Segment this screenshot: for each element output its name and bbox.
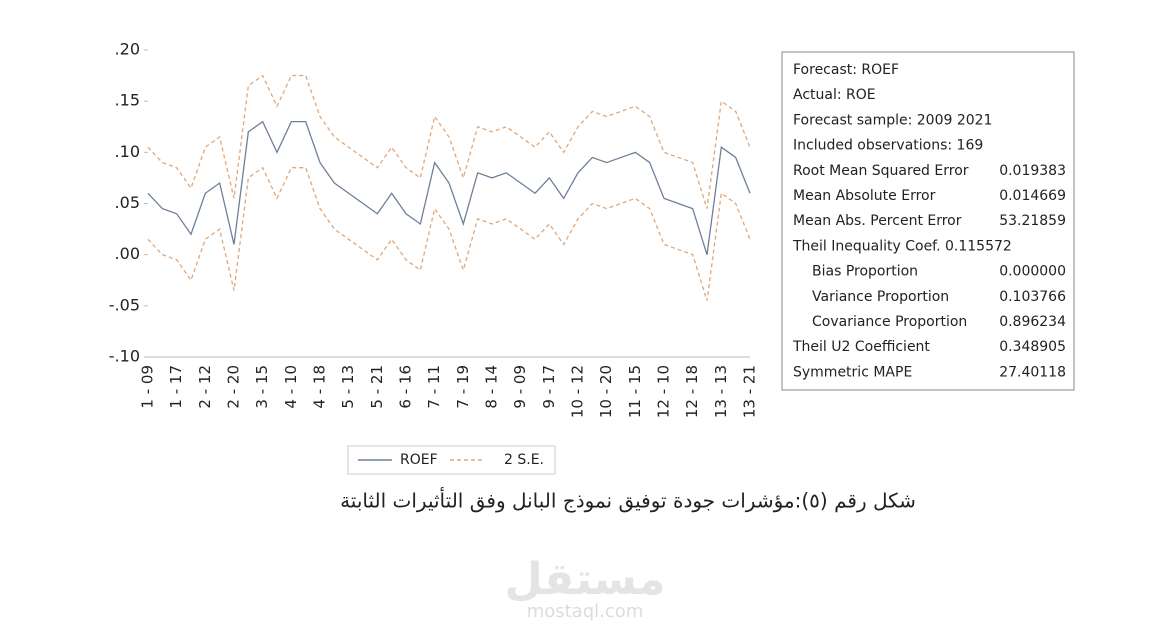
stats-label: Forecast: ROEF [793,62,899,78]
x-tick-label: 13 - 21 [741,365,759,418]
series-line [147,120,751,255]
x-tick-label: 7 - 11 [425,365,443,409]
x-tick-label: 10 - 20 [597,365,615,418]
stats-value: 0.014669 [999,188,1066,204]
series-lower-line [147,166,751,301]
stats-value: 0.000000 [999,264,1066,280]
x-tick-label: 2 - 20 [225,365,243,409]
stats-label: Theil Inequality Coef. 0.115572 [792,238,1012,254]
stats-label: Variance Proportion [812,289,949,305]
x-tick-label: 5 - 13 [339,365,357,409]
x-tick-label: 8 - 14 [483,365,501,409]
x-tick-label: 7 - 19 [454,365,472,409]
x-tick-label: 5 - 21 [368,365,386,409]
legend-label: 2 S.E. [504,452,544,468]
stats-value: 0.896234 [999,314,1066,330]
stats-label: Root Mean Squared Error [793,163,969,179]
stats-box [781,51,1075,391]
y-tick-label: -.10 [109,347,140,366]
stats-label: Covariance Proportion [812,314,967,330]
stats-label: Mean Abs. Percent Error [793,213,962,229]
y-tick-label: .05 [115,193,140,212]
x-tick-label: 4 - 10 [282,365,300,409]
x-tick-label: 9 - 17 [540,365,558,409]
x-tick-label: 1 - 17 [167,365,185,409]
stats-label: Actual: ROE [793,87,876,103]
x-tick-label: 6 - 16 [397,365,415,409]
watermark-url: mostaql.com [527,601,644,622]
stats-value: 0.019383 [999,163,1066,179]
stats-label: Symmetric MAPE [793,364,912,380]
y-tick-label: .10 [115,142,140,161]
series-line [147,74,751,209]
y-tick-label: .20 [115,40,140,59]
stats-label: Included observations: 169 [793,138,983,154]
caption: شكل رقم (٥):مؤشرات جودة توفيق نموذج البا… [340,487,916,513]
x-tick-label: 4 - 18 [311,365,329,409]
x-tick-label: 9 - 09 [511,365,529,409]
stats-label: Theil U2 Coefficient [792,339,930,355]
stats-label: Mean Absolute Error [793,188,936,204]
x-tick-label: 2 - 12 [196,365,214,409]
x-tick-label: 1 - 09 [139,365,157,409]
stats-value: 53.21859 [999,213,1066,229]
stats-label: Bias Proportion [812,264,918,280]
y-tick-label: .00 [115,244,140,263]
x-tick-label: 12 - 18 [683,365,701,418]
x-tick-label: 10 - 12 [569,365,587,418]
y-tick-label: -.05 [109,295,140,314]
legend-label: ROEF [400,452,438,468]
stats-value: 27.40118 [999,364,1066,380]
stats-label: Forecast sample: 2009 2021 [793,112,992,128]
stats-value: 0.103766 [999,289,1066,305]
x-tick-label: 3 - 15 [253,365,271,409]
y-tick-label: .15 [115,91,140,110]
x-tick-label: 11 - 15 [626,365,644,418]
x-tick-label: 13 - 13 [712,365,730,418]
watermark-logo: مستقل [505,554,666,605]
stats-value: 0.348905 [999,339,1066,355]
x-tick-label: 12 - 10 [655,365,673,418]
